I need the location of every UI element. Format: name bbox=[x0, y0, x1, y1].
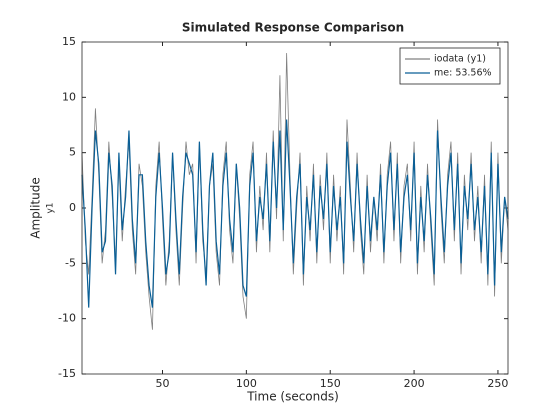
y-tick-label: 10 bbox=[62, 90, 76, 103]
plot-frame bbox=[81, 41, 509, 375]
y-axis-label: Amplitude bbox=[29, 177, 43, 239]
series-line bbox=[81, 119, 509, 308]
x-tick-label: 200 bbox=[404, 377, 425, 390]
legend-label: iodata (y1) bbox=[434, 54, 486, 65]
y-tick-label: -5 bbox=[65, 256, 76, 269]
x-tick-label: 100 bbox=[236, 377, 257, 390]
y-axis-sublabel: y1 bbox=[46, 202, 56, 213]
y-tick-label: 5 bbox=[69, 146, 76, 159]
legend-box bbox=[399, 47, 501, 85]
y-tick-label: 15 bbox=[62, 35, 76, 48]
y-tick-label: -15 bbox=[58, 367, 76, 380]
y-tick-label: 0 bbox=[69, 201, 76, 214]
y-tick-label: -10 bbox=[58, 312, 76, 325]
x-tick-label: 250 bbox=[487, 377, 508, 390]
plot-area bbox=[82, 42, 508, 374]
x-tick-label: 150 bbox=[320, 377, 341, 390]
legend-label: me: 53.56% bbox=[434, 68, 492, 79]
chart-title: Simulated Response Comparison bbox=[182, 21, 404, 35]
x-tick-label: 50 bbox=[156, 377, 170, 390]
x-axis-label: Time (seconds) bbox=[246, 390, 339, 404]
